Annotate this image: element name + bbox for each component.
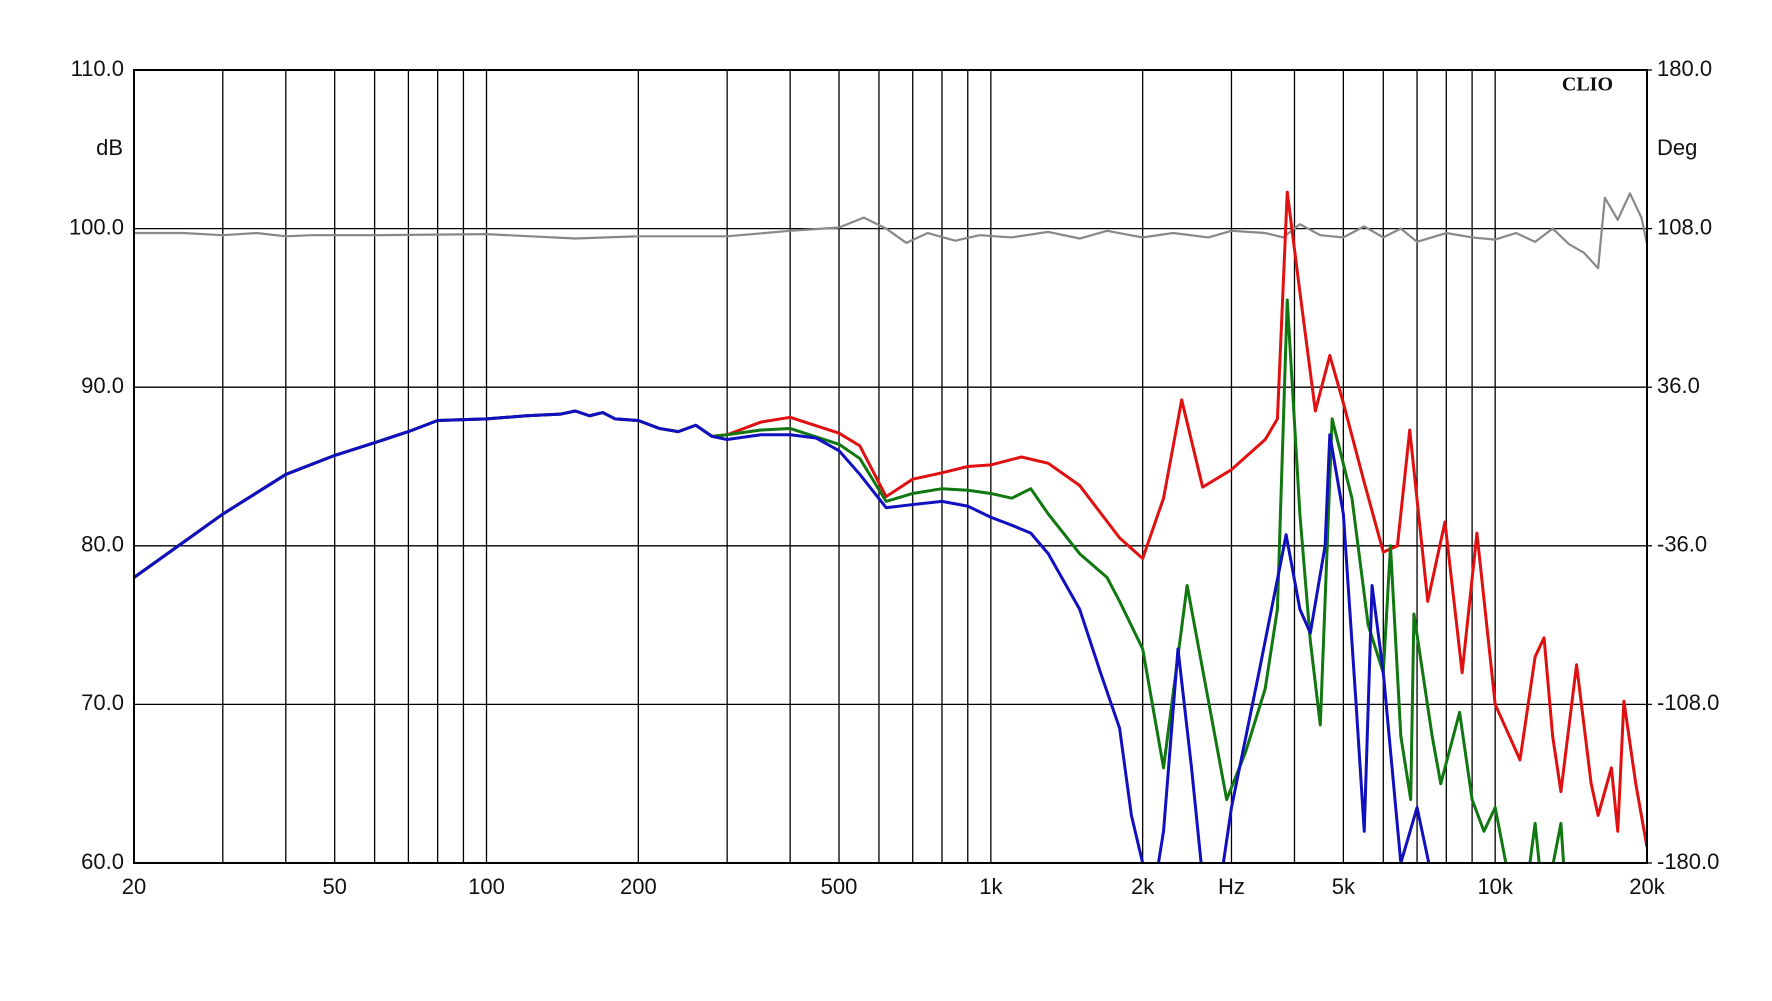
y2-tick-label: 108.0 <box>1657 214 1712 239</box>
x-tick-label: 10k <box>1477 874 1513 899</box>
y-tick-label: 70.0 <box>81 690 124 715</box>
y-axis-label: dB <box>96 135 123 160</box>
y-tick-label: 100.0 <box>69 214 124 239</box>
x-tick-label: 100 <box>468 874 505 899</box>
x-tick-label: Hz <box>1218 874 1245 899</box>
x-tick-label: 200 <box>620 874 657 899</box>
y-tick-label: 80.0 <box>81 532 124 557</box>
x-tick-label: 1k <box>979 874 1003 899</box>
x-tick-label: 50 <box>322 874 346 899</box>
y2-tick-label: -108.0 <box>1657 690 1719 715</box>
y2-axis-label: Deg <box>1657 135 1697 160</box>
plot-frame <box>133 69 1648 864</box>
y2-tick-label: -36.0 <box>1657 532 1707 557</box>
x-tick-label: 2k <box>1131 874 1155 899</box>
y-tick-label: 110.0 <box>71 56 124 81</box>
watermark: CLIO <box>1562 74 1613 96</box>
series-line <box>134 409 1431 863</box>
y2-tick-label: -180.0 <box>1657 849 1719 874</box>
y2-tick-label: 36.0 <box>1657 373 1700 398</box>
series-line <box>134 192 1647 270</box>
x-tick-label: 5k <box>1332 874 1356 899</box>
x-tick-label: 500 <box>821 874 858 899</box>
curves <box>134 190 1647 863</box>
y2-tick-label: 180.0 <box>1657 56 1712 81</box>
x-tick-label: 20 <box>122 874 146 899</box>
y-tick-label: 60.0 <box>81 849 124 874</box>
x-tick-label: 20k <box>1629 874 1665 899</box>
y-tick-label: 90.0 <box>81 373 124 398</box>
